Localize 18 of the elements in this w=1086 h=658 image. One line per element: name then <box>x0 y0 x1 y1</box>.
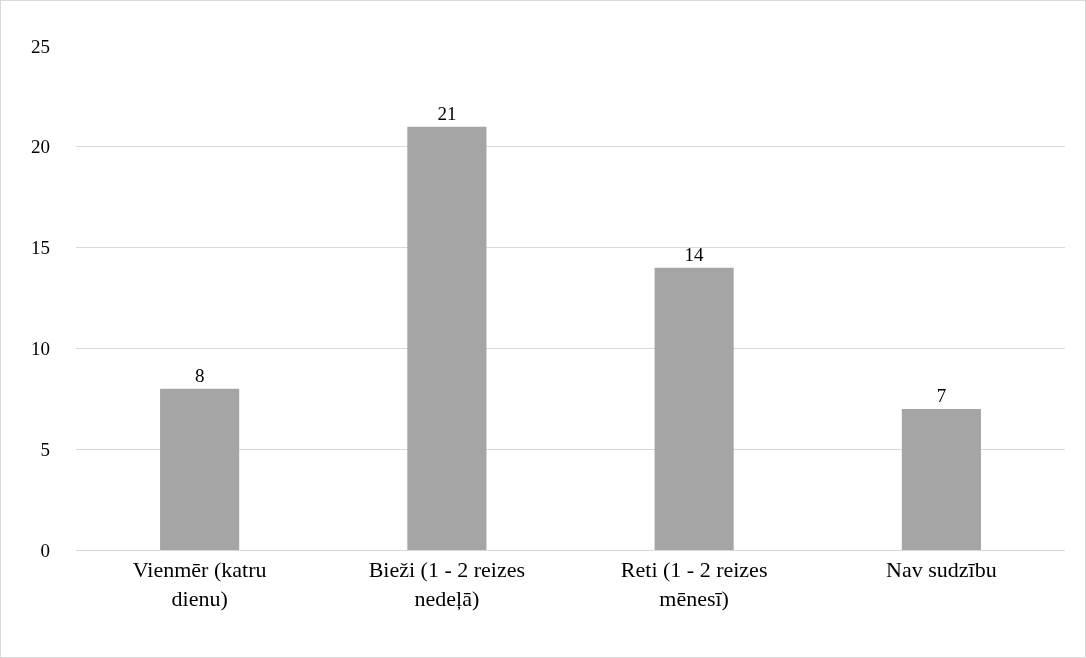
data-label: 8 <box>194 364 205 386</box>
y-tick-label: 25 <box>31 35 50 57</box>
data-label: 21 <box>437 102 457 124</box>
x-tick-label: Bieži (1 - 2 reizes nedeļā) <box>368 557 526 611</box>
x-tick-label: Nav sudzību <box>886 557 997 583</box>
y-tick-label: 10 <box>31 338 50 360</box>
x-tick-label: Reti (1 - 2 reizes mēnesī) <box>620 557 768 611</box>
y-tick-label: 5 <box>40 438 50 460</box>
data-label: 14 <box>684 243 704 265</box>
y-tick-label: 0 <box>40 539 50 561</box>
bar <box>654 267 734 550</box>
bar <box>901 408 981 550</box>
y-tick-label: 20 <box>31 136 50 158</box>
bar <box>160 388 240 550</box>
x-tick-label: Vienmēr (katru dienu) <box>132 557 267 611</box>
bar <box>407 126 487 550</box>
data-label: 7 <box>936 384 947 406</box>
y-tick-label: 15 <box>31 237 50 259</box>
